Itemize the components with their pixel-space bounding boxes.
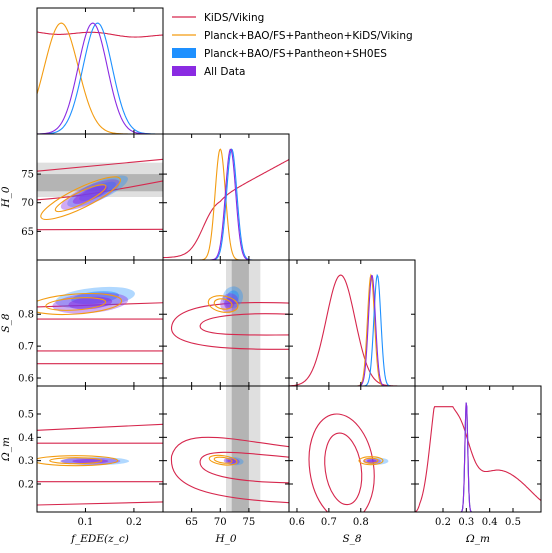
- contour-68: [68, 296, 113, 310]
- y-axis-label: Ω_m: [0, 437, 12, 462]
- x-axis-label: H_0: [214, 533, 236, 545]
- contour-68: [54, 184, 107, 213]
- panel-frame: [36, 385, 164, 513]
- panel-H0-S8: [171, 260, 289, 386]
- y-axis-label: S_8: [0, 313, 12, 332]
- contour-68: [213, 456, 233, 464]
- contour-95: [37, 292, 123, 316]
- contour-line: [308, 413, 375, 512]
- h0-band-outer: [226, 260, 261, 386]
- x-axis-label: S_8: [342, 533, 361, 545]
- x-tick-label: 0.7: [321, 517, 337, 528]
- panel-frame: [414, 385, 542, 513]
- h0-band-outer: [226, 386, 261, 512]
- panel-fEDE-H0: [37, 158, 163, 231]
- x-tick-label: 0.1: [78, 517, 94, 528]
- contour-line: [37, 158, 163, 172]
- marginal-line: [415, 402, 541, 512]
- marginal-line: [289, 274, 415, 386]
- legend-swatch: [172, 66, 196, 76]
- y-tick-label: 0.7: [18, 342, 34, 353]
- legend: KiDS/Viking Planck+BAO/FS+Pantheon+KiDS/V…: [172, 12, 413, 78]
- legend-swatch: [172, 48, 196, 58]
- marginal-line: [37, 22, 163, 134]
- y-tick-label: 0.6: [18, 374, 34, 385]
- y-axis-label: H_0: [0, 186, 12, 208]
- contour-line: [199, 451, 289, 484]
- marginal-Om: [415, 402, 541, 512]
- contour-68: [363, 457, 379, 464]
- panel-frame: [288, 385, 416, 513]
- contour-95: [208, 454, 238, 466]
- x-tick-label: 0.8: [353, 517, 369, 528]
- h0-band-inner: [231, 260, 249, 386]
- marginal-line: [37, 22, 163, 134]
- contour-line: [170, 436, 289, 504]
- y-tick-label: 0.5: [18, 410, 34, 421]
- contour-95: [40, 176, 121, 220]
- contour-line: [37, 501, 163, 506]
- x-tick-label: 0.2: [435, 517, 451, 528]
- marginal-line: [415, 402, 541, 512]
- marginal-H0: [163, 148, 289, 260]
- marginal-line: [37, 22, 163, 134]
- contour-line: [171, 301, 289, 350]
- legend-label: Planck+BAO/FS+Pantheon+SH0ES: [204, 48, 387, 60]
- panel-S8-Om: [308, 413, 389, 512]
- marginal-line: [163, 159, 289, 259]
- y-tick-label: 0.4: [18, 433, 34, 444]
- marginal-line: [163, 148, 289, 260]
- contour-line: [324, 432, 363, 506]
- y-tick-label: 0.2: [18, 480, 34, 491]
- contour-95: [37, 455, 119, 467]
- contour-line: [37, 423, 163, 431]
- y-tick-label: 70: [21, 198, 34, 209]
- x-tick-label: 0.6: [289, 517, 305, 528]
- y-tick-label: 75: [21, 170, 34, 181]
- y-tick-label: 65: [21, 227, 34, 238]
- y-tick-label: 0.8: [18, 310, 34, 321]
- marginal-line: [415, 402, 541, 512]
- contour-68: [45, 297, 107, 311]
- h0-band-inner: [231, 386, 249, 512]
- x-tick-label: 0.5: [505, 517, 521, 528]
- marginal-line: [163, 148, 289, 260]
- legend-label: All Data: [204, 66, 245, 78]
- legend-label: KiDS/Viking: [204, 12, 264, 24]
- x-tick-label: 0.2: [126, 517, 142, 528]
- panel-frame: [288, 259, 416, 387]
- marginal-line: [415, 406, 541, 512]
- contour-95: [207, 295, 239, 313]
- x-tick-label: 0.4: [482, 517, 498, 528]
- x-tick-label: 70: [214, 517, 227, 528]
- marginal-fEDE: [37, 22, 163, 134]
- x-axis-label: f_EDE(z_c): [70, 533, 129, 545]
- x-tick-label: 0.3: [458, 517, 474, 528]
- x-tick-label: 65: [185, 517, 198, 528]
- contour-68: [72, 185, 108, 204]
- panel-fEDE-Om: [37, 423, 163, 506]
- x-axis-label: Ω_m: [465, 533, 490, 545]
- x-tick-label: 75: [243, 517, 256, 528]
- contour-95: [358, 456, 384, 466]
- panel-H0-Om: [170, 386, 289, 512]
- panel-frame: [36, 259, 164, 387]
- marginal-S8: [289, 273, 415, 386]
- contour-68: [49, 457, 103, 465]
- contour-line: [199, 313, 289, 336]
- panel-fEDE-S8: [37, 286, 163, 365]
- marginal-line: [289, 273, 415, 386]
- marginal-line: [37, 31, 163, 38]
- marginal-line: [289, 273, 415, 386]
- marginal-line: [289, 274, 415, 386]
- legend-label: Planck+BAO/FS+Pantheon+KiDS/Viking: [204, 30, 413, 42]
- contour-68: [213, 298, 233, 310]
- y-tick-label: 0.3: [18, 456, 34, 467]
- contour-68: [366, 459, 377, 463]
- panel-frame: [36, 7, 164, 135]
